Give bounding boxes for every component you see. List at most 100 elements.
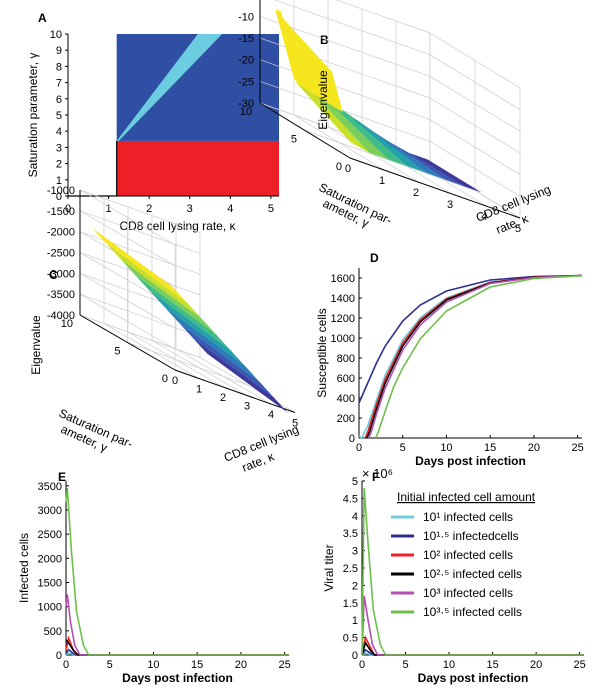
x-tick-label: 1	[106, 203, 112, 215]
y-axis-label: Viral titer	[322, 544, 336, 591]
back-wall-grid	[335, 0, 431, 34]
y-tick-label: 500	[44, 626, 62, 638]
floor-grid	[127, 342, 248, 386]
panel-label-b: B	[320, 33, 329, 47]
x-tick-label: 0	[63, 659, 69, 671]
x-tick-label: 15	[484, 442, 496, 454]
kappa-tick-label: 0	[172, 375, 178, 387]
z-tick-label: -20	[238, 55, 254, 67]
region-light-blue	[116, 34, 223, 141]
z-tick-label: -30	[238, 98, 254, 110]
y-tick-label: 4.5	[343, 493, 358, 505]
back-wall-grid	[259, 81, 431, 142]
y-tick-label: 7	[56, 78, 62, 90]
kappa-tick-label: 5	[515, 223, 521, 235]
floor-grid	[304, 130, 476, 191]
surface-patch	[163, 306, 260, 382]
panel-label-f: F	[372, 470, 379, 484]
y-tick-label: 200	[337, 413, 355, 425]
floor-grid	[79, 314, 201, 358]
back-wall-grid	[274, 0, 431, 55]
panel-f-legend: Initial infected cell amount 10¹ infected…	[391, 490, 536, 619]
y-tick-label: 6	[56, 94, 62, 106]
gamma-tick-label: 5	[114, 346, 120, 358]
z-tick-label: -3000	[47, 268, 75, 280]
region-red	[116, 140, 279, 196]
x-tick-label: 5	[268, 203, 274, 215]
x-tick-label: 5	[400, 442, 406, 454]
x-axis-label: Days post infection	[418, 671, 529, 685]
gamma-tick-label: 10	[61, 318, 73, 330]
x-tick-label: 20	[530, 659, 542, 671]
series-line-5	[361, 487, 584, 656]
z-tick-label: -10	[238, 11, 254, 23]
y-tick-label: 800	[337, 353, 355, 365]
z-tick-label: -2000	[47, 227, 75, 239]
back-wall-grid	[259, 59, 431, 120]
z-tick-label: -4000	[47, 310, 75, 322]
y-tick-label: 4	[352, 511, 358, 523]
x-tick-label: 25	[574, 659, 586, 671]
x-tick-label: 10	[443, 659, 455, 671]
kappa-tick-label: 0	[345, 163, 351, 175]
back-wall-grid	[79, 189, 201, 233]
panel-f-line-chart: 0 5 10 15 20 25 0 0.5 1 1.5 2 2.5 3 3.5 4 4.5 5 Days post…	[322, 466, 586, 685]
x-tick-label: 4	[227, 203, 233, 215]
surface-patch	[371, 130, 445, 180]
y-axis-label: Saturation parameter, γ	[26, 53, 40, 178]
y-tick-label: 400	[337, 393, 355, 405]
y-tick-label: 3.5	[343, 528, 358, 540]
surface-patch	[390, 142, 463, 186]
x-tick-label: 20	[528, 442, 540, 454]
y-tick-label: 2500	[38, 529, 62, 541]
series-line-1	[358, 274, 583, 404]
gamma-tick-label: 10	[240, 106, 252, 118]
legend-title: Initial infected cell amount	[397, 490, 536, 504]
z-tick-label: -1500	[47, 206, 75, 218]
y-tick-label: 1.5	[343, 598, 358, 610]
y-tick-label: 3000	[38, 505, 62, 517]
y-tick-label: 4	[56, 126, 62, 138]
gamma-tick-label: 0	[162, 373, 168, 385]
x-tick-label: 0	[359, 659, 365, 671]
surface-patch	[409, 152, 482, 193]
x-axis-label: Days post infection	[415, 454, 526, 468]
kappa-axis	[349, 157, 521, 219]
y-tick-label: 1200	[331, 313, 355, 325]
x-tick-label: 15	[191, 659, 203, 671]
kappa-tick-label: 2	[220, 392, 226, 404]
y-tick-label: 0	[349, 433, 355, 445]
x-tick-label: 3	[187, 203, 193, 215]
x-tick-label: 0	[356, 442, 362, 454]
z-tick-label: -3500	[47, 289, 75, 301]
back-wall-grid	[79, 231, 201, 275]
y-tick-label: 3	[352, 546, 358, 558]
x-tick-label: 25	[572, 442, 584, 454]
x-tick-label: 15	[486, 659, 498, 671]
legend-label-0: 10¹ infected cells	[423, 510, 513, 524]
y-tick-label: 1000	[331, 333, 355, 345]
legend-label-3: 10²·⁵ infected cells	[423, 567, 522, 581]
kappa-tick-label: 4	[481, 211, 487, 223]
y-tick-label: 9	[56, 45, 62, 57]
y-tick-label: 1400	[331, 293, 355, 305]
z-axis-label: Eigenvalue	[316, 70, 330, 130]
surface-patch	[106, 243, 202, 319]
back-wall-grid	[79, 210, 201, 254]
series-line-2	[65, 635, 289, 656]
series-line-5	[374, 275, 583, 439]
y-tick-label: 0.5	[343, 633, 358, 645]
legend-label-2: 10² infected cells	[423, 548, 513, 562]
x-tick-label: 5	[402, 659, 408, 671]
series-line-3	[65, 639, 289, 656]
surface-patch	[178, 322, 274, 398]
panel-d-line-chart: 0 5 10 15 20 25 0 200 400 600 800 1000 1200 1400 1600 D…	[315, 268, 584, 468]
y-tick-label: 1	[352, 615, 358, 627]
boundary-line	[68, 140, 118, 197]
y-tick-label: 5	[352, 476, 358, 488]
y-tick-label: 3500	[38, 481, 62, 493]
kappa-tick-label: 2	[413, 187, 419, 199]
z-tick-label: -5	[244, 0, 254, 2]
y-tick-label: 1600	[331, 273, 355, 285]
